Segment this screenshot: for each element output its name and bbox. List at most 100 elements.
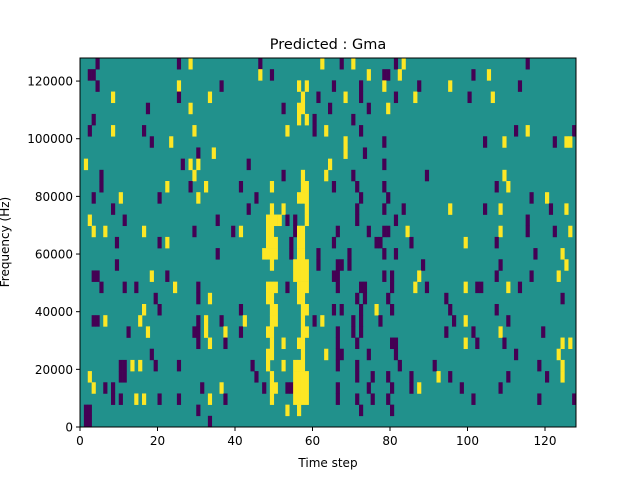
heatmap-cell-high — [269, 292, 275, 305]
heatmap-cell-low — [355, 359, 360, 372]
heatmap-cell-low — [386, 292, 391, 305]
heatmap-cell-low — [506, 315, 511, 327]
heatmap-cell-low — [378, 315, 383, 327]
heatmap-cell-high — [266, 326, 271, 338]
heatmap-cell-low — [529, 270, 534, 282]
heatmap-cell-low — [382, 203, 387, 215]
heatmap-cell-low — [122, 359, 127, 372]
plot-frame — [79, 57, 577, 428]
heatmap-cell-low — [91, 192, 96, 204]
heatmap-cell-high — [269, 304, 275, 316]
heatmap-cell-low — [421, 259, 426, 271]
heatmap-cell-high — [297, 292, 302, 305]
heatmap-cell-high — [300, 382, 306, 394]
heatmap-cell-low — [316, 259, 321, 271]
heatmap-cell-low — [452, 315, 457, 327]
heatmap-cell-low — [289, 236, 294, 249]
heatmap-cell-low — [262, 382, 267, 394]
heatmap-cell-low — [335, 281, 340, 294]
heatmap-cell-high — [204, 326, 209, 338]
heatmap-cell-high — [281, 359, 286, 372]
heatmap-cell-low — [448, 371, 453, 383]
heatmap-cell-high — [285, 404, 290, 417]
heatmap-cell-high — [564, 136, 569, 148]
heatmap-cell-low — [157, 236, 162, 249]
heatmap-cell-high — [223, 326, 228, 338]
heatmap-cell-low — [207, 415, 213, 428]
heatmap-cell-high — [300, 181, 306, 193]
heatmap-cell-low — [258, 58, 263, 70]
heatmap-cell-high — [304, 281, 309, 294]
heatmap-cell-high — [134, 393, 139, 405]
heatmap-cell-low — [281, 169, 286, 182]
heatmap-cell-low — [397, 359, 402, 372]
heatmap-cell-low — [231, 225, 236, 238]
heatmap-cell-low — [118, 371, 123, 383]
heatmap-cell-low — [541, 326, 546, 338]
chart-title: Predicted : Gma — [270, 37, 386, 53]
heatmap-cell-low — [238, 304, 244, 316]
heatmap-cell-low — [517, 281, 523, 294]
heatmap-cell-low — [386, 393, 391, 405]
heatmap-cell-low — [386, 192, 391, 204]
heatmap-cell-low — [355, 181, 360, 193]
heatmap-cell-low — [362, 147, 368, 159]
heatmap-cell-high — [118, 192, 123, 204]
heatmap-cell-low — [351, 326, 356, 338]
heatmap-cell-high — [269, 348, 275, 361]
heatmap-cell-low — [494, 236, 499, 249]
heatmap-cell-low — [335, 393, 340, 405]
heatmap-cell-high — [556, 270, 561, 282]
heatmap-cell-high — [192, 169, 197, 182]
heatmap-cell-low — [111, 382, 116, 394]
heatmap-cell-low — [83, 404, 89, 417]
heatmap-cell-low — [409, 382, 414, 394]
heatmap-cell-high — [502, 169, 507, 182]
heatmap-cell-high — [297, 404, 302, 417]
heatmap-cell-low — [219, 80, 224, 92]
heatmap-cell-low — [176, 91, 182, 104]
heatmap-cell-high — [304, 371, 309, 383]
heatmap-cell-high — [111, 125, 116, 137]
heatmap-cell-low — [335, 359, 340, 372]
heatmap-cell-low — [390, 281, 395, 294]
heatmap-cell-low — [165, 270, 170, 282]
heatmap-cell-low — [188, 181, 193, 193]
heatmap-cell-low — [390, 337, 395, 350]
heatmap-cell-high — [300, 304, 306, 316]
heatmap-cell-high — [324, 348, 329, 361]
heatmap-cell-low — [359, 80, 364, 92]
heatmap-cell-low — [390, 382, 395, 394]
heatmap-cell-high — [269, 337, 275, 350]
heatmap-cell-low — [111, 203, 116, 215]
heatmap-cell-high — [304, 80, 309, 92]
heatmap-cell-low — [386, 371, 391, 383]
heatmap-cell-low — [359, 326, 364, 338]
heatmap-cell-low — [339, 58, 344, 70]
heatmap-cell-high — [297, 270, 302, 282]
heatmap-cell-low — [196, 404, 201, 417]
heatmap-cell-high — [297, 359, 302, 372]
heatmap-cell-low — [537, 393, 542, 405]
heatmap-cell-low — [560, 292, 565, 305]
heatmap-cell-low — [246, 158, 251, 171]
heatmap-cell-low — [281, 102, 286, 115]
heatmap-cell-low — [91, 69, 96, 81]
heatmap-cell-high — [277, 214, 282, 227]
heatmap-cell-high — [269, 315, 275, 327]
heatmap-cell-low — [111, 393, 116, 405]
heatmap-cell-high — [300, 292, 306, 305]
heatmap-cell-high — [103, 225, 108, 238]
heatmap-cell-low — [393, 214, 399, 227]
heatmap-cell-high — [300, 225, 306, 238]
heatmap-cell-low — [351, 315, 356, 327]
heatmap-cell-high — [304, 214, 309, 227]
heatmap-cell-high — [297, 113, 302, 126]
heatmap-cell-high — [397, 69, 402, 81]
heatmap-cell-high — [560, 371, 565, 383]
heatmap-cell-high — [413, 281, 418, 294]
heatmap-cell-low — [552, 136, 557, 148]
heatmap-cell-low — [254, 192, 259, 204]
heatmap-cell-low — [409, 371, 414, 383]
heatmap-cell-low — [114, 259, 120, 271]
